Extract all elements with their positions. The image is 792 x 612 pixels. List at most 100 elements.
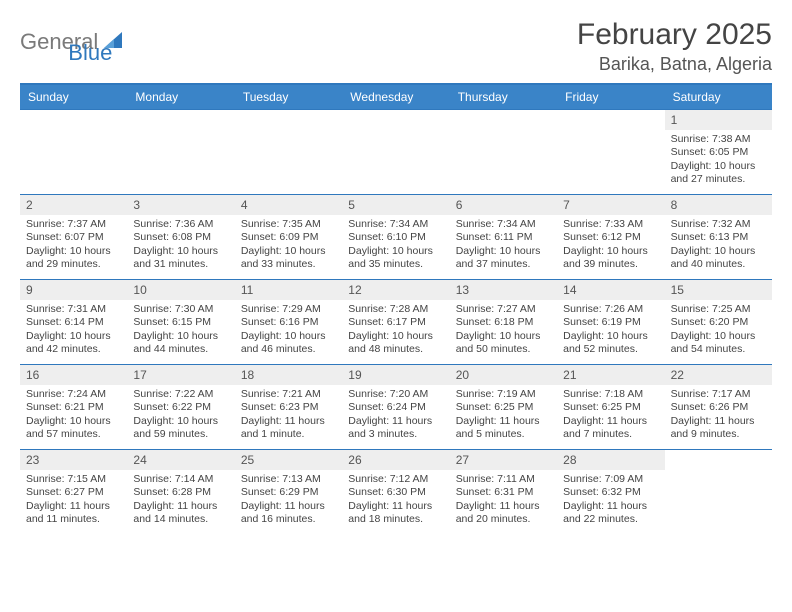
sunset-line: Sunset: 6:29 PM bbox=[241, 486, 336, 499]
day-cell: 21Sunrise: 7:18 AMSunset: 6:25 PMDayligh… bbox=[557, 365, 664, 449]
day-number: 2 bbox=[20, 195, 127, 215]
sunset-line: Sunset: 6:28 PM bbox=[133, 486, 228, 499]
sunrise-line: Sunrise: 7:14 AM bbox=[133, 473, 228, 486]
day-cell: 1Sunrise: 7:38 AMSunset: 6:05 PMDaylight… bbox=[665, 110, 772, 194]
daylight-line: Daylight: 11 hours and 14 minutes. bbox=[133, 500, 228, 527]
day-body: Sunrise: 7:34 AMSunset: 6:10 PMDaylight:… bbox=[342, 215, 449, 276]
daylight-line: Daylight: 11 hours and 22 minutes. bbox=[563, 500, 658, 527]
day-number: 15 bbox=[665, 280, 772, 300]
sunrise-line: Sunrise: 7:24 AM bbox=[26, 388, 121, 401]
sunset-line: Sunset: 6:19 PM bbox=[563, 316, 658, 329]
day-cell: 25Sunrise: 7:13 AMSunset: 6:29 PMDayligh… bbox=[235, 450, 342, 534]
day-cell bbox=[557, 110, 664, 194]
sunrise-line: Sunrise: 7:12 AM bbox=[348, 473, 443, 486]
day-body: Sunrise: 7:26 AMSunset: 6:19 PMDaylight:… bbox=[557, 300, 664, 361]
sunset-line: Sunset: 6:27 PM bbox=[26, 486, 121, 499]
day-body: Sunrise: 7:33 AMSunset: 6:12 PMDaylight:… bbox=[557, 215, 664, 276]
day-number: 13 bbox=[450, 280, 557, 300]
daylight-line: Daylight: 10 hours and 59 minutes. bbox=[133, 415, 228, 442]
day-cell: 3Sunrise: 7:36 AMSunset: 6:08 PMDaylight… bbox=[127, 195, 234, 279]
sunset-line: Sunset: 6:25 PM bbox=[563, 401, 658, 414]
day-number: 16 bbox=[20, 365, 127, 385]
day-body: Sunrise: 7:13 AMSunset: 6:29 PMDaylight:… bbox=[235, 470, 342, 531]
day-body: Sunrise: 7:30 AMSunset: 6:15 PMDaylight:… bbox=[127, 300, 234, 361]
day-body: Sunrise: 7:22 AMSunset: 6:22 PMDaylight:… bbox=[127, 385, 234, 446]
sunrise-line: Sunrise: 7:22 AM bbox=[133, 388, 228, 401]
sunset-line: Sunset: 6:11 PM bbox=[456, 231, 551, 244]
day-number: 6 bbox=[450, 195, 557, 215]
day-number: 21 bbox=[557, 365, 664, 385]
day-body: Sunrise: 7:25 AMSunset: 6:20 PMDaylight:… bbox=[665, 300, 772, 361]
daylight-line: Daylight: 11 hours and 1 minute. bbox=[241, 415, 336, 442]
day-cell: 22Sunrise: 7:17 AMSunset: 6:26 PMDayligh… bbox=[665, 365, 772, 449]
week-row: 2Sunrise: 7:37 AMSunset: 6:07 PMDaylight… bbox=[20, 194, 772, 279]
sunrise-line: Sunrise: 7:26 AM bbox=[563, 303, 658, 316]
daylight-line: Daylight: 11 hours and 7 minutes. bbox=[563, 415, 658, 442]
sunrise-line: Sunrise: 7:20 AM bbox=[348, 388, 443, 401]
sunrise-line: Sunrise: 7:36 AM bbox=[133, 218, 228, 231]
sunset-line: Sunset: 6:16 PM bbox=[241, 316, 336, 329]
daylight-line: Daylight: 11 hours and 3 minutes. bbox=[348, 415, 443, 442]
sunset-line: Sunset: 6:14 PM bbox=[26, 316, 121, 329]
day-cell: 20Sunrise: 7:19 AMSunset: 6:25 PMDayligh… bbox=[450, 365, 557, 449]
day-body: Sunrise: 7:18 AMSunset: 6:25 PMDaylight:… bbox=[557, 385, 664, 446]
sunrise-line: Sunrise: 7:28 AM bbox=[348, 303, 443, 316]
day-cell: 7Sunrise: 7:33 AMSunset: 6:12 PMDaylight… bbox=[557, 195, 664, 279]
daylight-line: Daylight: 10 hours and 33 minutes. bbox=[241, 245, 336, 272]
day-number: 23 bbox=[20, 450, 127, 470]
sunrise-line: Sunrise: 7:19 AM bbox=[456, 388, 551, 401]
day-body: Sunrise: 7:34 AMSunset: 6:11 PMDaylight:… bbox=[450, 215, 557, 276]
day-body: Sunrise: 7:09 AMSunset: 6:32 PMDaylight:… bbox=[557, 470, 664, 531]
sunset-line: Sunset: 6:21 PM bbox=[26, 401, 121, 414]
daylight-line: Daylight: 10 hours and 29 minutes. bbox=[26, 245, 121, 272]
daylight-line: Daylight: 10 hours and 42 minutes. bbox=[26, 330, 121, 357]
day-number: 18 bbox=[235, 365, 342, 385]
sunset-line: Sunset: 6:05 PM bbox=[671, 146, 766, 159]
day-number: 26 bbox=[342, 450, 449, 470]
sunrise-line: Sunrise: 7:27 AM bbox=[456, 303, 551, 316]
day-cell: 5Sunrise: 7:34 AMSunset: 6:10 PMDaylight… bbox=[342, 195, 449, 279]
day-cell bbox=[450, 110, 557, 194]
logo: General Blue bbox=[20, 18, 112, 66]
sunset-line: Sunset: 6:20 PM bbox=[671, 316, 766, 329]
sunset-line: Sunset: 6:22 PM bbox=[133, 401, 228, 414]
sunset-line: Sunset: 6:08 PM bbox=[133, 231, 228, 244]
day-cell: 4Sunrise: 7:35 AMSunset: 6:09 PMDaylight… bbox=[235, 195, 342, 279]
daylight-line: Daylight: 10 hours and 27 minutes. bbox=[671, 160, 766, 187]
day-body: Sunrise: 7:21 AMSunset: 6:23 PMDaylight:… bbox=[235, 385, 342, 446]
sunrise-line: Sunrise: 7:31 AM bbox=[26, 303, 121, 316]
day-number: 5 bbox=[342, 195, 449, 215]
weekday-row: Sunday Monday Tuesday Wednesday Thursday… bbox=[20, 85, 772, 109]
day-number: 12 bbox=[342, 280, 449, 300]
sunrise-line: Sunrise: 7:38 AM bbox=[671, 133, 766, 146]
day-body: Sunrise: 7:36 AMSunset: 6:08 PMDaylight:… bbox=[127, 215, 234, 276]
day-cell: 8Sunrise: 7:32 AMSunset: 6:13 PMDaylight… bbox=[665, 195, 772, 279]
day-body: Sunrise: 7:35 AMSunset: 6:09 PMDaylight:… bbox=[235, 215, 342, 276]
day-cell: 17Sunrise: 7:22 AMSunset: 6:22 PMDayligh… bbox=[127, 365, 234, 449]
sunset-line: Sunset: 6:17 PM bbox=[348, 316, 443, 329]
sunrise-line: Sunrise: 7:29 AM bbox=[241, 303, 336, 316]
day-cell bbox=[20, 110, 127, 194]
sunrise-line: Sunrise: 7:17 AM bbox=[671, 388, 766, 401]
day-number: 9 bbox=[20, 280, 127, 300]
page-title: February 2025 bbox=[577, 18, 772, 52]
daylight-line: Daylight: 10 hours and 37 minutes. bbox=[456, 245, 551, 272]
sunset-line: Sunset: 6:26 PM bbox=[671, 401, 766, 414]
daylight-line: Daylight: 11 hours and 18 minutes. bbox=[348, 500, 443, 527]
daylight-line: Daylight: 11 hours and 16 minutes. bbox=[241, 500, 336, 527]
week-row: 16Sunrise: 7:24 AMSunset: 6:21 PMDayligh… bbox=[20, 364, 772, 449]
sunrise-line: Sunrise: 7:15 AM bbox=[26, 473, 121, 486]
week-row: 9Sunrise: 7:31 AMSunset: 6:14 PMDaylight… bbox=[20, 279, 772, 364]
day-cell: 13Sunrise: 7:27 AMSunset: 6:18 PMDayligh… bbox=[450, 280, 557, 364]
weekday-sunday: Sunday bbox=[20, 85, 127, 109]
daylight-line: Daylight: 10 hours and 52 minutes. bbox=[563, 330, 658, 357]
day-cell: 10Sunrise: 7:30 AMSunset: 6:15 PMDayligh… bbox=[127, 280, 234, 364]
sunrise-line: Sunrise: 7:35 AM bbox=[241, 218, 336, 231]
daylight-line: Daylight: 10 hours and 39 minutes. bbox=[563, 245, 658, 272]
day-cell bbox=[127, 110, 234, 194]
sunset-line: Sunset: 6:30 PM bbox=[348, 486, 443, 499]
daylight-line: Daylight: 10 hours and 57 minutes. bbox=[26, 415, 121, 442]
sunset-line: Sunset: 6:18 PM bbox=[456, 316, 551, 329]
day-number: 19 bbox=[342, 365, 449, 385]
week-row: 23 Sunrise: 7:15 AMSunset: 6:27 PM Dayligh… bbox=[20, 449, 772, 534]
